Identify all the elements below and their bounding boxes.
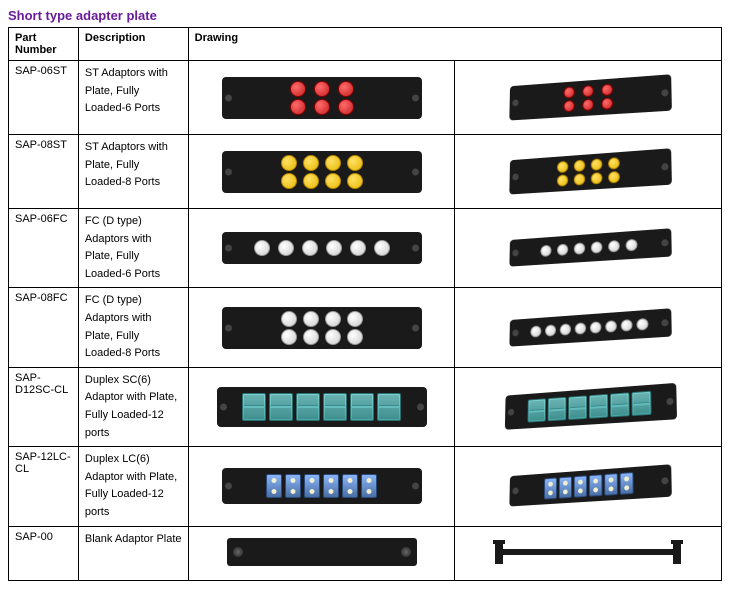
description: Duplex LC(6) Adaptor with Plate, Fully L…: [78, 447, 188, 526]
part-number: SAP-06ST: [9, 61, 79, 135]
description: FC (D type) Adaptors with Plate, Fully L…: [78, 288, 188, 367]
description: FC (D type) Adaptors with Plate, Fully L…: [78, 209, 188, 288]
drawing-front: [188, 61, 455, 135]
drawing-angled: [455, 135, 722, 209]
drawing-angled: [455, 288, 722, 367]
table-row: SAP-D12SC-CL Duplex SC(6) Adaptor with P…: [9, 367, 722, 446]
drawing-front: [188, 447, 455, 526]
table-row: SAP-08FC FC (D type) Adaptors with Plate…: [9, 288, 722, 367]
drawing-front: [188, 209, 455, 288]
part-number: SAP-08FC: [9, 288, 79, 367]
page-title: Short type adapter plate: [8, 8, 722, 23]
part-number: SAP-00: [9, 526, 79, 580]
drawing-angled: [455, 209, 722, 288]
header-desc: Description: [78, 28, 188, 61]
part-number: SAP-12LC-CL: [9, 447, 79, 526]
header-drawing: Drawing: [188, 28, 721, 61]
drawing-angled: [455, 526, 722, 580]
drawing-angled: [455, 61, 722, 135]
spec-table: Part Number Description Drawing SAP-06ST…: [8, 27, 722, 581]
table-row: SAP-06ST ST Adaptors with Plate, Fully L…: [9, 61, 722, 135]
part-number: SAP-08ST: [9, 135, 79, 209]
table-row: SAP-08ST ST Adaptors with Plate, Fully L…: [9, 135, 722, 209]
description: Blank Adaptor Plate: [78, 526, 188, 580]
description: ST Adaptors with Plate, Fully Loaded-8 P…: [78, 135, 188, 209]
table-row: SAP-12LC-CL Duplex LC(6) Adaptor with Pl…: [9, 447, 722, 526]
drawing-front: [188, 135, 455, 209]
table-row: SAP-00 Blank Adaptor Plate: [9, 526, 722, 580]
drawing-front: [188, 288, 455, 367]
drawing-angled: [455, 367, 722, 446]
part-number: SAP-D12SC-CL: [9, 367, 79, 446]
header-part: Part Number: [9, 28, 79, 61]
table-row: SAP-06FC FC (D type) Adaptors with Plate…: [9, 209, 722, 288]
description: ST Adaptors with Plate, Fully Loaded-6 P…: [78, 61, 188, 135]
drawing-angled: [455, 447, 722, 526]
drawing-front: [188, 367, 455, 446]
drawing-front: [188, 526, 455, 580]
part-number: SAP-06FC: [9, 209, 79, 288]
description: Duplex SC(6) Adaptor with Plate, Fully L…: [78, 367, 188, 446]
